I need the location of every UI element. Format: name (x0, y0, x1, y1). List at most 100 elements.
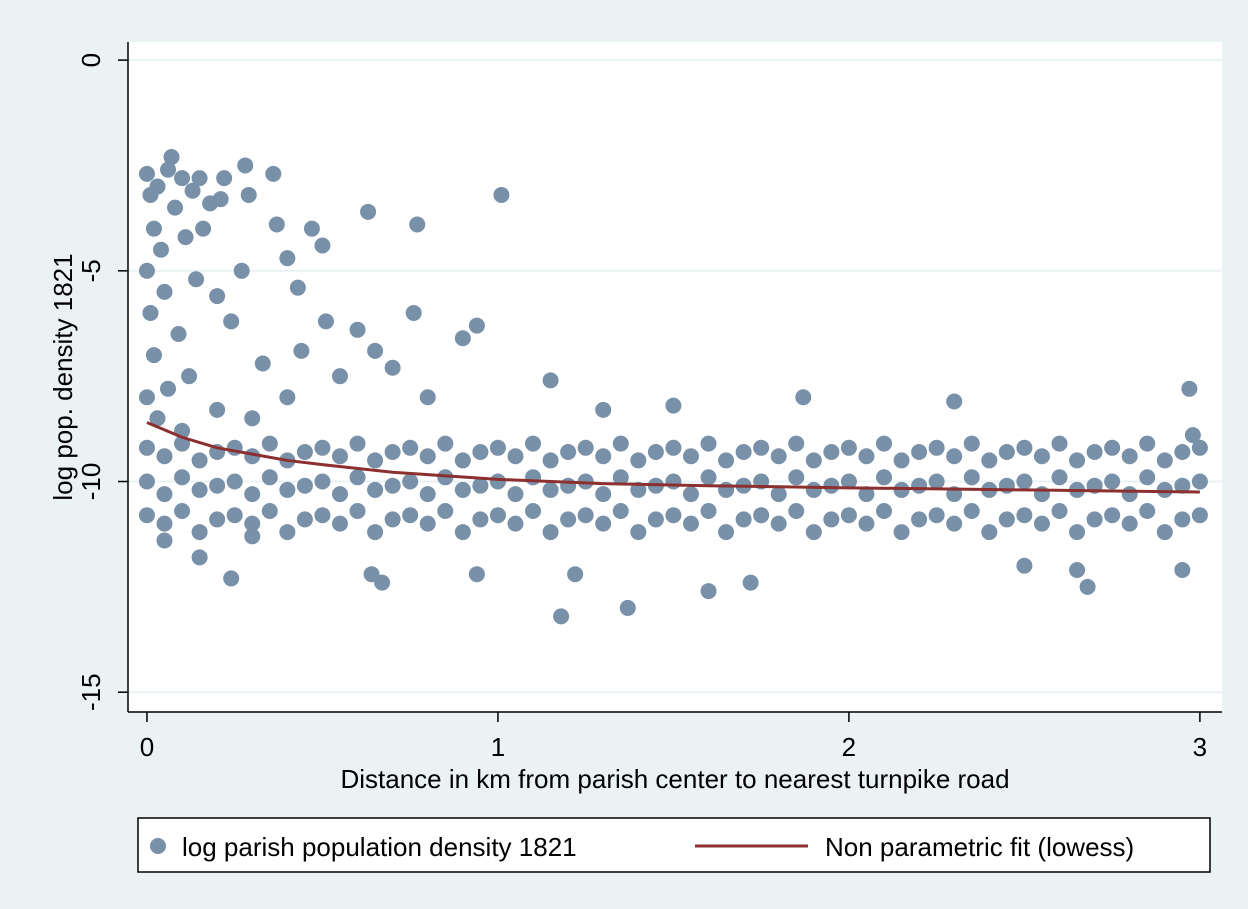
point (682, 486, 699, 503)
point (911, 444, 928, 461)
point (718, 524, 735, 541)
point (1079, 578, 1096, 595)
y-axis-label: log pop. density 1821 (48, 253, 78, 500)
point (156, 283, 173, 300)
plot-area (128, 42, 1222, 712)
point (1086, 444, 1103, 461)
point (261, 469, 278, 486)
point (384, 511, 401, 528)
point (293, 342, 310, 359)
point (279, 524, 296, 541)
y-tick-label: -10 (76, 463, 106, 501)
point (181, 368, 198, 385)
point (542, 372, 559, 389)
point (770, 448, 787, 465)
point (1191, 507, 1208, 524)
point (1156, 452, 1173, 469)
point (437, 503, 454, 519)
point (1051, 469, 1068, 486)
point (191, 170, 208, 187)
point (138, 389, 155, 406)
point (177, 229, 194, 246)
point (665, 439, 682, 456)
point (911, 511, 928, 528)
point (840, 439, 857, 456)
point (402, 473, 419, 490)
point (265, 165, 282, 182)
point (1121, 448, 1138, 465)
point (223, 570, 240, 587)
point (1069, 524, 1086, 541)
point (145, 220, 162, 237)
point (1033, 448, 1050, 465)
point (170, 326, 187, 343)
point (1121, 515, 1138, 532)
fit-line (146, 421, 1200, 494)
point (191, 524, 208, 541)
point (472, 477, 489, 494)
point (409, 216, 426, 233)
point (1174, 561, 1191, 578)
point (209, 511, 226, 528)
point (384, 444, 401, 461)
point (405, 304, 422, 321)
point (156, 515, 173, 532)
point (216, 170, 233, 187)
point (454, 330, 471, 347)
point (963, 503, 980, 519)
point (735, 444, 752, 461)
point (349, 321, 366, 338)
point (191, 549, 208, 566)
point (735, 511, 752, 528)
point (226, 473, 243, 490)
point (507, 515, 524, 532)
point (1104, 473, 1121, 490)
point (630, 524, 647, 541)
point (630, 452, 647, 469)
point (314, 507, 331, 524)
point (665, 397, 682, 414)
point (279, 389, 296, 406)
point (507, 448, 524, 465)
point (419, 448, 436, 465)
point (928, 439, 945, 456)
point (595, 401, 612, 418)
point (612, 469, 629, 486)
point (928, 473, 945, 490)
point (188, 271, 205, 288)
point (1051, 503, 1068, 519)
point (191, 481, 208, 498)
point (1156, 524, 1173, 541)
point (167, 199, 184, 216)
point (419, 515, 436, 532)
point (367, 342, 384, 359)
point (360, 203, 377, 220)
point (1016, 439, 1033, 456)
point (928, 507, 945, 524)
point (142, 304, 159, 321)
point (946, 448, 963, 465)
marks (138, 149, 1208, 625)
point (489, 473, 506, 490)
point (700, 435, 717, 452)
point (700, 469, 717, 486)
point (998, 477, 1015, 494)
point (160, 161, 177, 178)
point (331, 448, 348, 465)
point (612, 503, 629, 519)
point (1139, 469, 1156, 486)
point (149, 178, 166, 195)
point (244, 410, 261, 427)
point (840, 507, 857, 524)
point (876, 503, 893, 519)
point (156, 532, 173, 549)
point (577, 439, 594, 456)
point (279, 250, 296, 267)
point (317, 313, 334, 330)
point (770, 515, 787, 532)
point (665, 507, 682, 524)
legend-entries: log parish population density 1821 Non pa… (150, 832, 1134, 862)
point (963, 435, 980, 452)
point (1016, 507, 1033, 524)
